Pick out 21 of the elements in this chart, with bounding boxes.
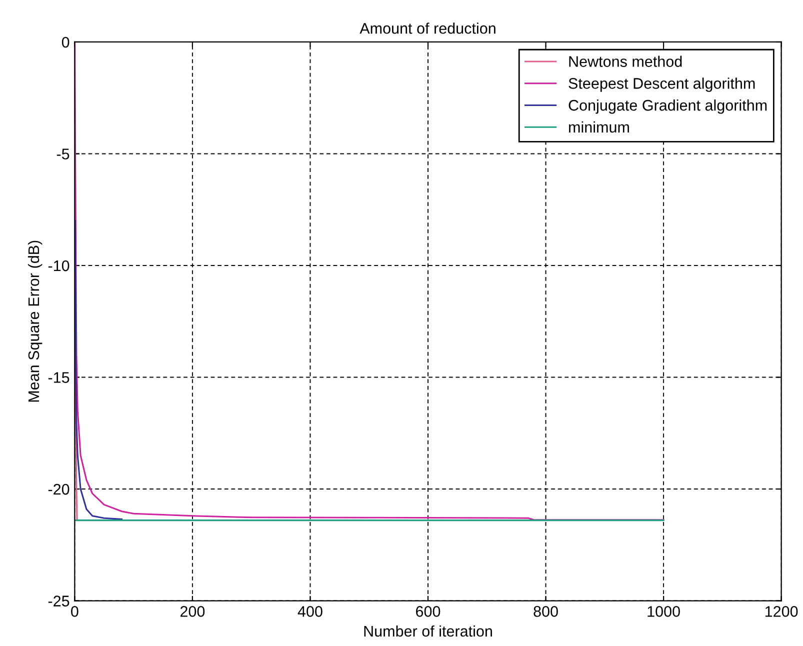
- y-axis-title: Mean Square Error (dB): [28, 240, 42, 402]
- x-tick-label: 600: [416, 606, 440, 617]
- x-tick-label: 0: [71, 606, 78, 617]
- legend-label: Steepest Descent algorithm: [568, 78, 755, 92]
- y-tick-label: -15: [48, 372, 70, 383]
- legend-label: Newtons method: [569, 56, 682, 67]
- y-tick-label: 0: [62, 36, 70, 48]
- x-axis-title: Number of iteration: [364, 625, 492, 637]
- x-tick-label: 400: [298, 606, 322, 617]
- legend-label: minimum: [569, 121, 629, 133]
- y-tick-label: -20: [48, 484, 70, 495]
- line-series: [74, 220, 123, 520]
- x-tick-label: 200: [180, 606, 205, 617]
- y-tick-label: -25: [48, 596, 70, 606]
- y-tick-label: -5: [56, 148, 70, 160]
- x-tick-label: 1200: [765, 606, 798, 617]
- chart-title: Amount of reduction: [360, 22, 496, 34]
- legend-label: Conjugate Gradient algorithm: [568, 100, 767, 114]
- y-tick-label: -10: [48, 260, 70, 272]
- x-tick-label: 800: [534, 606, 558, 617]
- x-tick-label: 1000: [648, 606, 680, 617]
